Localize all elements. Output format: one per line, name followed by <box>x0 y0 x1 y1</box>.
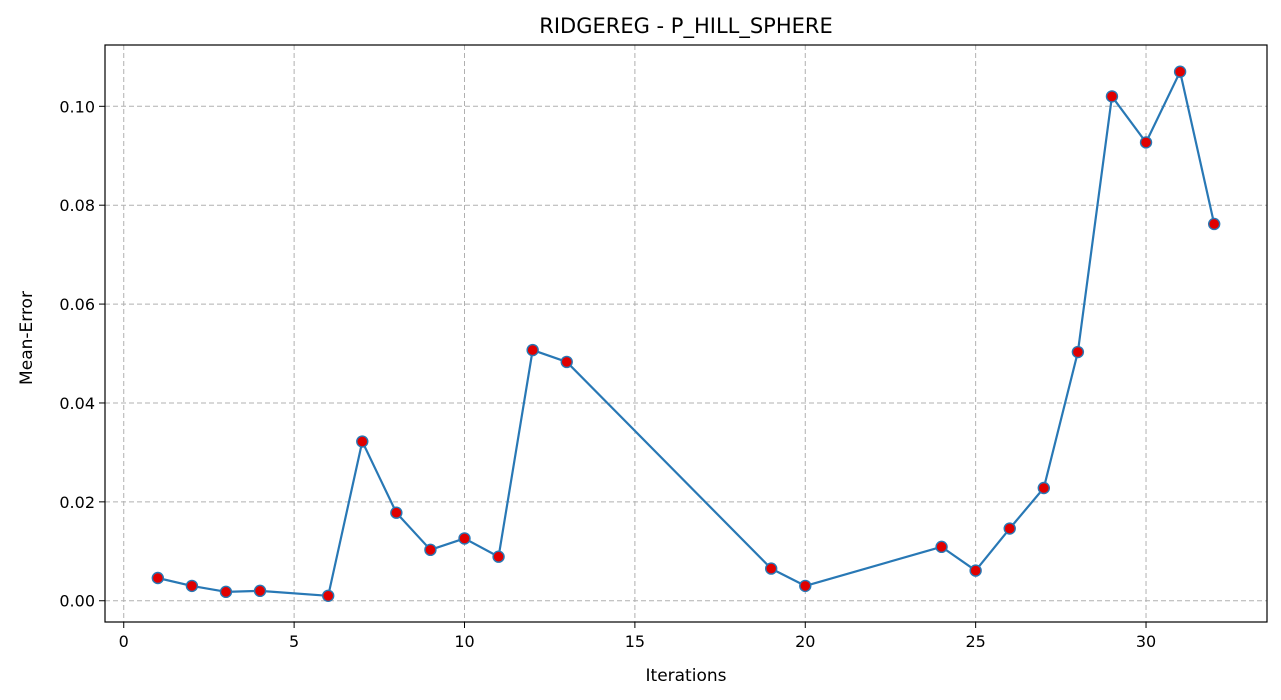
y-tick-label: 0.06 <box>59 295 95 314</box>
x-tick-label: 5 <box>289 632 299 651</box>
series-layer <box>151 65 1221 602</box>
data-point <box>764 562 778 575</box>
data-point <box>1003 522 1016 535</box>
data-point <box>1037 481 1051 495</box>
data-point <box>1207 217 1221 231</box>
data-point <box>151 571 165 585</box>
y-axis-label: Mean-Error <box>17 291 37 385</box>
plot-frame <box>104 44 1268 623</box>
y-tick-label: 0.10 <box>59 97 95 116</box>
x-axis: 0 5 10 15 20 25 30 <box>119 622 1156 651</box>
x-tick-label: 30 <box>1136 632 1156 651</box>
data-point <box>1105 90 1119 103</box>
y-axis: 0.00 0.02 0.04 0.06 0.08 0.10 <box>59 97 105 611</box>
x-tick-label: 25 <box>965 632 985 651</box>
data-point <box>1139 136 1153 149</box>
data-point <box>799 579 812 593</box>
y-tick-label: 0.08 <box>59 196 95 215</box>
data-point <box>935 540 948 554</box>
x-tick-label: 10 <box>454 632 474 651</box>
data-point <box>219 585 233 599</box>
data-point <box>424 543 437 557</box>
data-point <box>492 550 505 563</box>
x-tick-label: 15 <box>625 632 645 651</box>
data-point <box>560 355 573 369</box>
data-point <box>356 435 369 448</box>
data-point <box>185 579 199 593</box>
grid-lines <box>105 45 1267 622</box>
data-point <box>526 343 539 357</box>
data-point <box>253 584 267 598</box>
series-line <box>157 70 1216 597</box>
data-point <box>969 564 982 577</box>
data-point <box>1173 65 1187 78</box>
data-point <box>1071 345 1085 359</box>
x-tick-label: 20 <box>795 632 815 651</box>
y-tick-label: 0.02 <box>59 493 95 512</box>
x-axis-label: Iterations <box>646 666 727 686</box>
data-point <box>390 506 403 519</box>
y-tick-label: 0.04 <box>59 394 95 413</box>
data-point <box>321 589 335 602</box>
y-tick-label: 0.00 <box>59 592 95 611</box>
data-point <box>458 532 471 545</box>
chart-title: RIDGEREG - P_HILL_SPHERE <box>539 14 833 39</box>
x-tick-label: 0 <box>119 632 129 651</box>
